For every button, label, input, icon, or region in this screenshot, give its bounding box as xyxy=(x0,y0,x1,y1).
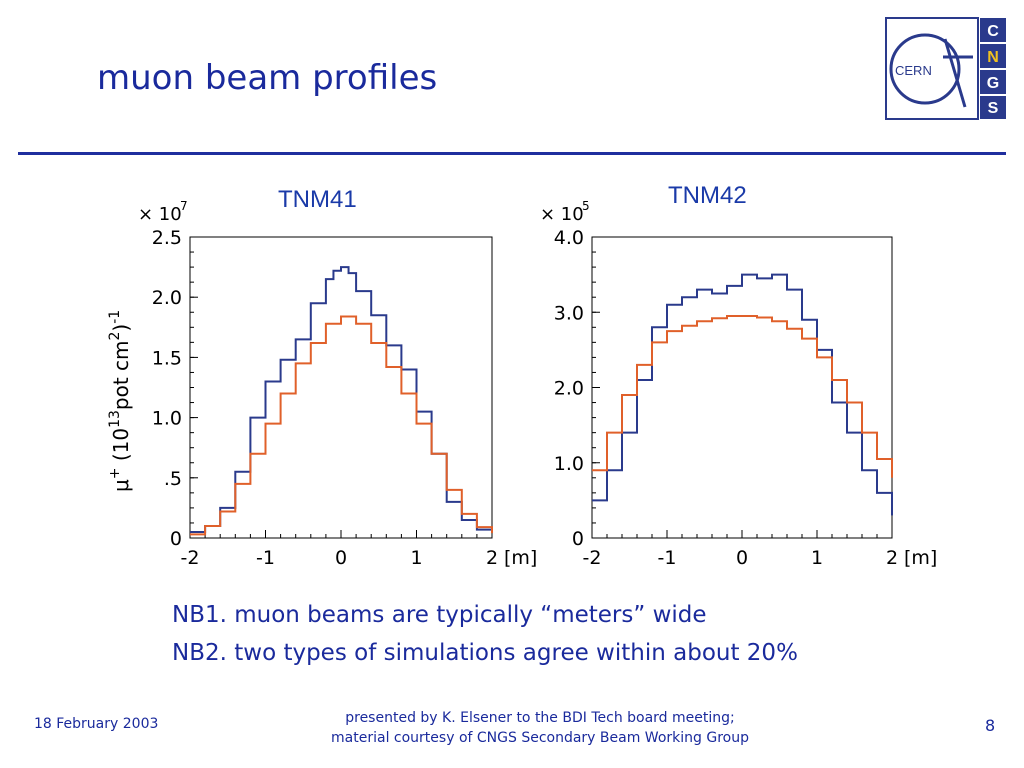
y-tick-label: .5 xyxy=(164,468,182,490)
x-tick-label: -1 xyxy=(256,547,275,569)
footer-credit-line-1: presented by K. Elsener to the BDI Tech … xyxy=(345,710,735,726)
axis-multiplier-exponent: 5 xyxy=(582,199,590,213)
svg-text:G: G xyxy=(987,75,999,92)
y-tick-label: 1.0 xyxy=(152,408,182,430)
svg-text:CERN: CERN xyxy=(895,63,932,78)
x-unit-label: [m] xyxy=(904,547,937,569)
y-tick-label: 0 xyxy=(572,528,584,550)
x-tick-label: 0 xyxy=(736,547,748,569)
x-tick-label: -2 xyxy=(181,547,200,569)
x-tick-label: 1 xyxy=(410,547,422,569)
series-line-orange xyxy=(592,315,893,478)
y-tick-label: 2.0 xyxy=(152,287,182,309)
y-tick-label: 0 xyxy=(170,528,182,550)
axis-multiplier: × 10 xyxy=(540,204,584,225)
footer-credit-line-2: material courtesy of CNGS Secondary Beam… xyxy=(331,730,749,746)
x-tick-label: 2 xyxy=(486,547,498,569)
chart-title-tnm41: TNM41 xyxy=(278,186,357,213)
y-tick-label: 3.0 xyxy=(554,302,584,324)
note-2: NB2. two types of simulations agree with… xyxy=(172,640,798,666)
y-tick-label: 1.0 xyxy=(554,453,584,475)
series-line-blue xyxy=(592,273,893,516)
x-tick-label: -2 xyxy=(583,547,602,569)
chart-title-tnm42: TNM42 xyxy=(668,182,747,209)
slide-title: muon beam profiles xyxy=(97,58,438,98)
x-tick-label: 2 xyxy=(886,547,898,569)
y-axis-label-part: -1 xyxy=(107,310,123,324)
footer-date: 18 February 2003 xyxy=(34,716,159,732)
x-tick-label: -1 xyxy=(658,547,677,569)
x-tick-label: 1 xyxy=(811,547,823,569)
x-tick-label: 0 xyxy=(335,547,347,569)
svg-text:S: S xyxy=(988,100,999,117)
series-line-orange xyxy=(190,315,493,536)
note-1: NB1. muon beams are typically “meters” w… xyxy=(172,602,707,628)
svg-text:C: C xyxy=(987,23,999,40)
y-axis-label-part: μ xyxy=(109,479,133,492)
y-axis-label: μ+ (1013pot cm2)-1 xyxy=(107,310,133,492)
y-tick-label: 2.0 xyxy=(554,378,584,400)
axis-multiplier-exponent: 7 xyxy=(180,199,188,213)
cern-cngs-logo: CERN C N G S xyxy=(885,17,1006,120)
y-axis-label-part: + xyxy=(107,468,123,480)
axis-multiplier: × 10 xyxy=(138,204,182,225)
svg-text:N: N xyxy=(987,49,999,66)
y-tick-label: 4.0 xyxy=(554,227,584,249)
y-axis-label-part: 2 xyxy=(107,332,123,341)
y-tick-label: 1.5 xyxy=(152,347,182,369)
y-axis-label-part: ) xyxy=(109,324,133,332)
title-divider xyxy=(18,152,1006,155)
footer-credit: presented by K. Elsener to the BDI Tech … xyxy=(250,708,830,748)
y-tick-label: 2.5 xyxy=(152,227,182,249)
x-unit-label: [m] xyxy=(504,547,537,569)
y-axis-label-part: pot cm xyxy=(109,340,133,410)
y-axis-label-part: 13 xyxy=(107,410,123,428)
y-axis-label-part: (10 xyxy=(109,428,133,468)
page-number: 8 xyxy=(985,716,996,735)
